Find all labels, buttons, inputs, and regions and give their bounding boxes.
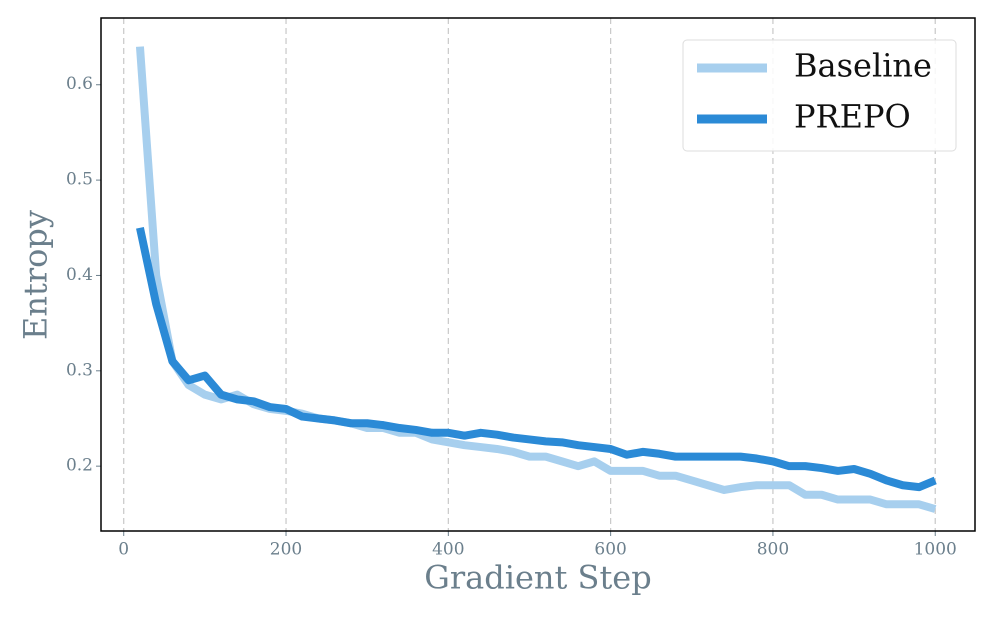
plot-frame [100, 17, 976, 532]
y-tick-label: 0.6 [66, 74, 93, 94]
series-line [136, 226, 937, 492]
x-tick-label: 200 [270, 540, 302, 560]
x-tick-label: 0 [118, 540, 129, 560]
legend-label: PREPO [794, 98, 911, 136]
y-tick-label: 0.2 [66, 456, 93, 476]
x-axis-label: Gradient Step [424, 559, 651, 597]
y-tick-label: 0.5 [66, 170, 93, 190]
x-tick-label: 800 [757, 540, 789, 560]
y-axis-label: Entropy [17, 210, 55, 340]
y-tick-label: 0.4 [66, 265, 93, 285]
x-tick-label: 400 [432, 540, 464, 560]
y-tick-label: 0.3 [66, 360, 93, 380]
x-tick-label: 600 [594, 540, 626, 560]
legend-label: Baseline [794, 47, 932, 85]
x-tick-label: 1000 [914, 540, 957, 560]
